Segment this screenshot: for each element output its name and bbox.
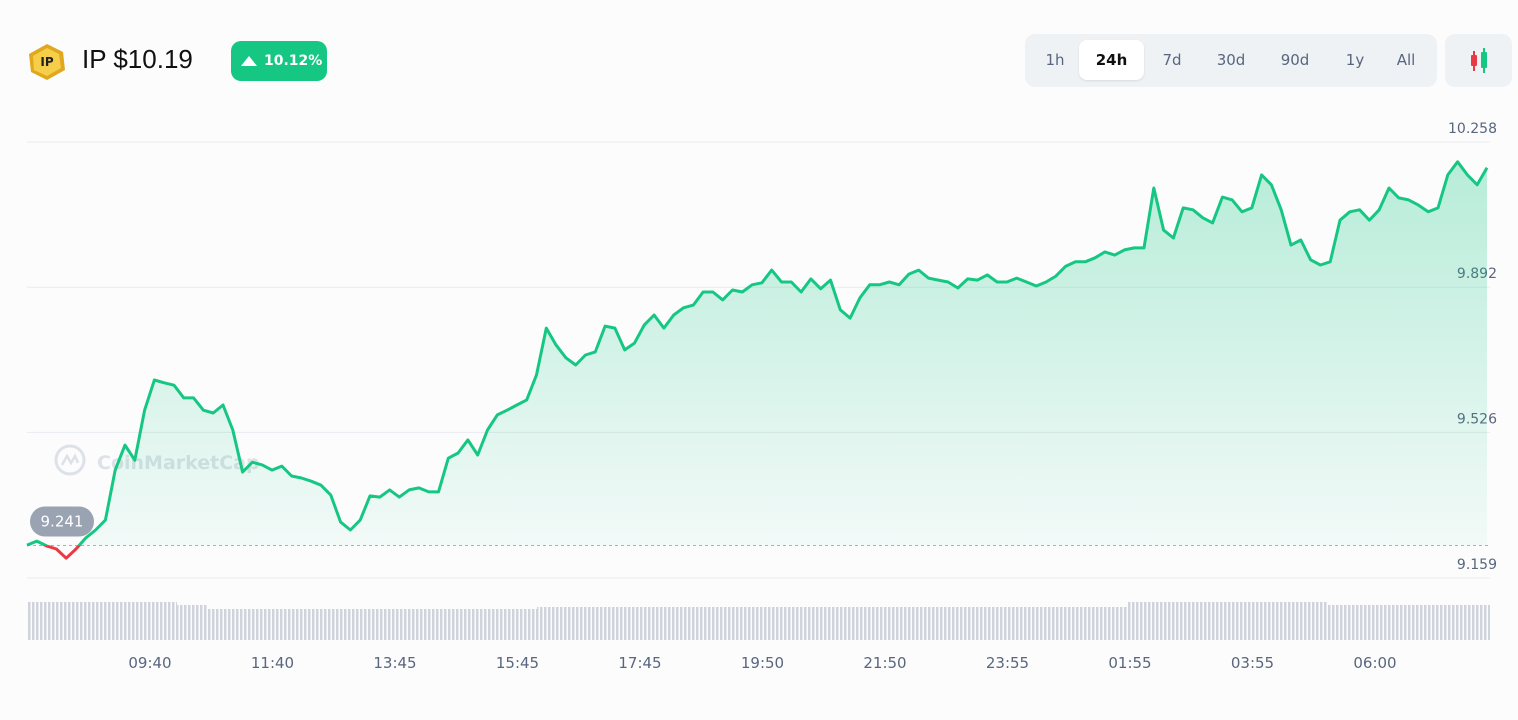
x-tick-label: 11:40 [251, 654, 294, 672]
x-tick-label: 15:45 [496, 654, 539, 672]
x-tick-label: 06:00 [1353, 654, 1396, 672]
x-tick-label: 13:45 [373, 654, 416, 672]
x-tick-label: 03:55 [1231, 654, 1274, 672]
x-tick-label: 09:40 [128, 654, 171, 672]
time-range-tabs: 1h 24h 7d 30d 90d 1y All [1025, 34, 1437, 87]
change-badge: 10.12% [231, 41, 327, 81]
x-tick-label: 21:50 [863, 654, 906, 672]
time-tab[interactable]: All [1396, 51, 1416, 69]
token-icon: IP [27, 42, 67, 82]
price-title: IP $10.19 [82, 44, 193, 75]
x-tick-label: 17:45 [618, 654, 661, 672]
reference-pill [30, 506, 94, 537]
time-tab[interactable]: 90d [1280, 51, 1310, 69]
time-tab[interactable]: 24h [1079, 40, 1144, 80]
price: $10.19 [113, 44, 193, 74]
candle-toggle[interactable] [1445, 34, 1512, 87]
change: 10.12% [264, 53, 323, 69]
price-line [26, 160, 1489, 560]
x-tick-label: 23:55 [986, 654, 1029, 672]
symbol: IP [82, 44, 107, 74]
volume-bars [27, 602, 1490, 640]
watermark-logo [54, 444, 86, 476]
reference-label: 9.241 [41, 512, 84, 530]
time-tab[interactable]: 30d [1216, 51, 1246, 69]
icon-text: IP [40, 55, 54, 69]
candle-icon [1471, 48, 1487, 73]
up-arrow [241, 56, 257, 66]
y-tick-label: 10.258 [1448, 121, 1497, 137]
y-tick-label: 9.159 [1457, 557, 1497, 573]
time-tab[interactable]: 7d [1162, 51, 1182, 69]
area [27, 161, 1487, 546]
x-tick-label: 01:55 [1108, 654, 1151, 672]
icon-shape [29, 44, 65, 80]
time-tab[interactable]: 1h [1045, 51, 1065, 69]
time-tab[interactable]: 1y [1345, 51, 1365, 69]
x-tick-label: 19:50 [741, 654, 784, 672]
